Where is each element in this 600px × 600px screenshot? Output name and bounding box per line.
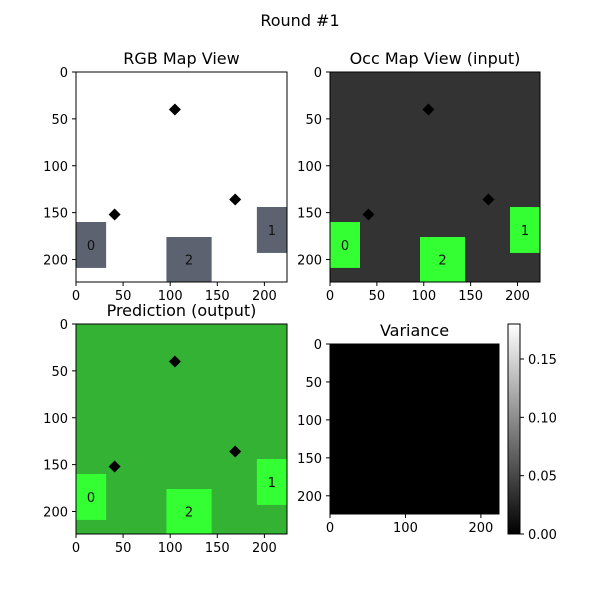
object-block-0 — [330, 222, 360, 268]
object-block-2 — [420, 237, 465, 282]
x-tick-label: 200 — [252, 541, 277, 556]
diamond-marker-1 — [362, 208, 375, 221]
x-tick-label: 100 — [411, 289, 436, 304]
diamond-marker-1 — [108, 460, 121, 473]
y-tick-label: 150 — [297, 207, 322, 222]
x-tick-label: 50 — [369, 289, 386, 304]
x-tick-label: 200 — [468, 521, 493, 536]
y-tick-label: 150 — [43, 459, 68, 474]
y-tick-label: 0 — [60, 318, 68, 333]
diamond-marker-1 — [108, 208, 121, 221]
y-tick-label: 100 — [43, 160, 68, 175]
x-tick-label: 0 — [326, 521, 334, 536]
object-label-0: 0 — [341, 239, 349, 254]
y-tick-label: 50 — [51, 365, 68, 380]
y-tick-label: 50 — [51, 113, 68, 128]
axes-frame — [75, 71, 288, 283]
object-label-2: 2 — [438, 254, 446, 269]
panel-prediction: Prediction (output) 0 2 1 0 50 100 150 200 0 50 100… — [43, 301, 288, 556]
panel-title: Occ Map View (input) — [350, 49, 521, 68]
colorbar-tick-label: 0.10 — [528, 411, 557, 426]
object-block-1 — [256, 459, 287, 505]
x-tick-label: 0 — [326, 289, 334, 304]
variance-colorbar: 0.00 0.05 0.10 0.15 — [507, 323, 557, 543]
colorbar-tick-label: 0.05 — [528, 470, 557, 485]
object-block-1 — [256, 207, 287, 253]
x-tick-label: 0 — [72, 289, 80, 304]
y-tick-label: 0 — [60, 66, 68, 81]
panel-title: RGB Map View — [123, 49, 239, 68]
x-tick-label: 0 — [72, 541, 80, 556]
object-label-1: 1 — [268, 476, 276, 491]
axes-frame — [329, 343, 500, 515]
y-tick-label: 50 — [305, 376, 322, 391]
object-label-2: 2 — [185, 254, 193, 269]
diamond-marker-2 — [482, 193, 495, 206]
object-label-1: 1 — [521, 224, 529, 239]
y-tick-label: 100 — [297, 414, 322, 429]
x-tick-label: 200 — [505, 289, 530, 304]
x-tick-label: 100 — [158, 289, 183, 304]
object-label-2: 2 — [185, 506, 193, 521]
x-tick-label: 150 — [205, 541, 230, 556]
panel-title: Prediction (output) — [107, 301, 257, 320]
diamond-marker-0 — [422, 103, 435, 116]
x-tick-label: 150 — [458, 289, 483, 304]
object-block-0 — [76, 474, 107, 520]
y-tick-label: 0 — [314, 338, 322, 353]
object-label-0: 0 — [87, 491, 95, 506]
diamond-marker-2 — [229, 193, 242, 206]
object-label-0: 0 — [87, 239, 95, 254]
y-tick-label: 50 — [305, 113, 322, 128]
figure-suptitle: Round #1 — [260, 11, 339, 30]
object-block-0 — [76, 222, 107, 268]
panel-variance: Variance 0 100 200 0 50 100 150 200 — [297, 321, 500, 536]
object-block-2 — [166, 237, 212, 282]
y-tick-label: 200 — [297, 490, 322, 505]
y-tick-label: 100 — [297, 160, 322, 175]
colorbar-tick-label: 0.15 — [528, 353, 557, 368]
y-tick-label: 200 — [43, 254, 68, 269]
heatmap-background — [330, 344, 499, 514]
y-tick-label: 200 — [43, 506, 68, 521]
diamond-marker-0 — [168, 355, 181, 368]
panel-occ-map-view: Occ Map View (input) 0 2 1 0 50 100 150 200 0 50 10… — [297, 49, 541, 304]
y-tick-label: 100 — [43, 412, 68, 427]
object-label-1: 1 — [268, 224, 276, 239]
object-block-1 — [510, 207, 540, 253]
x-tick-label: 200 — [252, 289, 277, 304]
x-tick-label: 100 — [158, 541, 183, 556]
colorbar-tick-label: 0.00 — [528, 528, 557, 543]
axes-frame — [75, 323, 288, 535]
y-tick-label: 150 — [43, 207, 68, 222]
diamond-marker-0 — [168, 103, 181, 116]
x-tick-label: 150 — [205, 289, 230, 304]
diamond-marker-2 — [229, 445, 242, 458]
panel-rgb-map-view: RGB Map View 0 2 1 0 50 100 150 200 0 50 100 150 200 — [43, 49, 288, 304]
object-block-2 — [166, 489, 212, 534]
axes-frame — [329, 71, 541, 283]
y-tick-label: 200 — [297, 254, 322, 269]
panel-title: Variance — [380, 321, 449, 340]
colorbar-bar — [507, 323, 521, 535]
x-tick-label: 100 — [393, 521, 418, 536]
x-tick-label: 50 — [115, 541, 132, 556]
y-tick-label: 0 — [314, 66, 322, 81]
x-tick-label: 50 — [115, 289, 132, 304]
y-tick-label: 150 — [297, 452, 322, 467]
